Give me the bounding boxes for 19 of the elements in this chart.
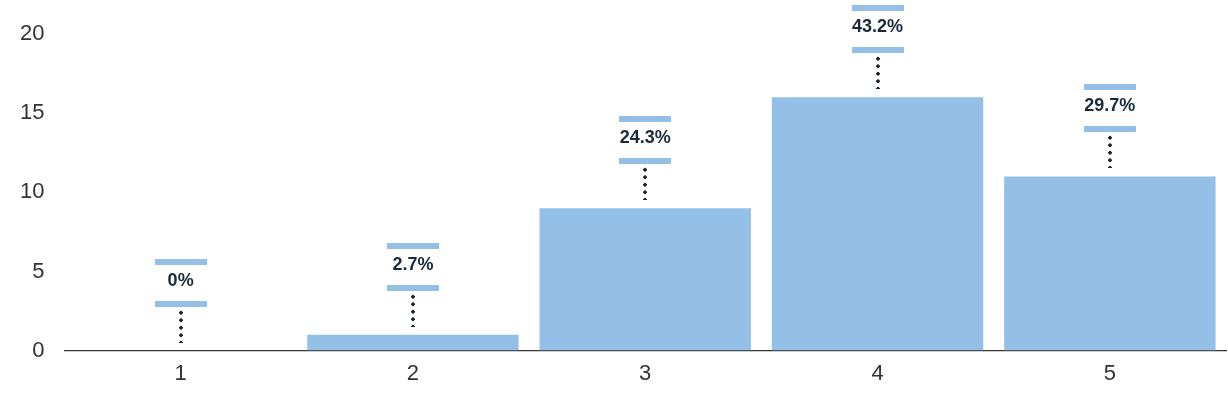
- bar: [307, 334, 519, 351]
- y-tick-label: 20: [19, 20, 45, 46]
- annotation: 24.3%: [619, 127, 671, 148]
- y-tick-label: 15: [19, 99, 45, 125]
- y-tick-label: 10: [19, 178, 45, 204]
- x-tick-label: 2: [406, 359, 420, 385]
- x-tick-label: 4: [871, 359, 884, 385]
- x-tick-label: 1: [174, 359, 187, 385]
- x-tick-label: 3: [639, 359, 652, 385]
- bar: [771, 97, 984, 351]
- annotation: 29.7%: [1084, 95, 1136, 116]
- bar: [539, 208, 751, 351]
- x-tick-label: 5: [1103, 359, 1116, 385]
- y-tick-label: 5: [32, 257, 45, 283]
- annotation: 0%: [167, 269, 194, 290]
- y-tick-label: 0: [32, 336, 45, 362]
- annotation: 43.2%: [852, 16, 904, 37]
- bar: [1004, 176, 1216, 351]
- annotation: 2.7%: [392, 253, 434, 274]
